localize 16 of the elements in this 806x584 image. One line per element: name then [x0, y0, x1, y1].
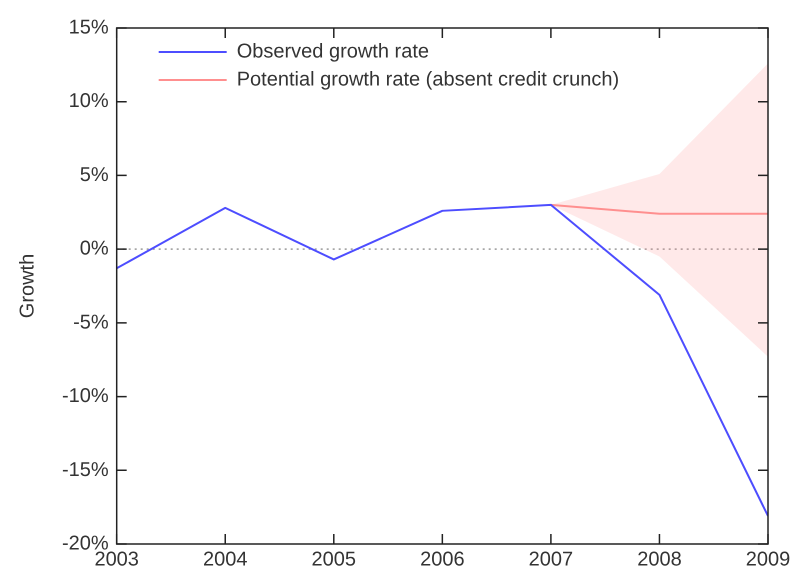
x-tick-label: 2006: [420, 548, 465, 571]
y-tick-label: -5%: [73, 311, 109, 334]
x-tick-label: 2004: [202, 548, 248, 571]
x-tick-label: 2005: [312, 548, 356, 571]
y-tick-label: 0%: [80, 238, 109, 260]
y-tick-label: -15%: [62, 458, 109, 481]
y-tick-label: 5%: [80, 164, 109, 186]
x-tick-label: 2008: [637, 548, 682, 571]
y-tick-label: -10%: [62, 385, 109, 408]
y-tick-label: 15%: [68, 16, 109, 39]
x-tick-label: 2007: [528, 548, 574, 571]
legend-label: Potential growth rate (absent credit crunch): [236, 68, 620, 91]
legend-label: Observed growth rate: [236, 40, 430, 63]
y-tick-label: 10%: [68, 90, 109, 112]
y-axis-title: Growth: [16, 254, 39, 318]
x-tick-label: 2009: [746, 548, 790, 571]
